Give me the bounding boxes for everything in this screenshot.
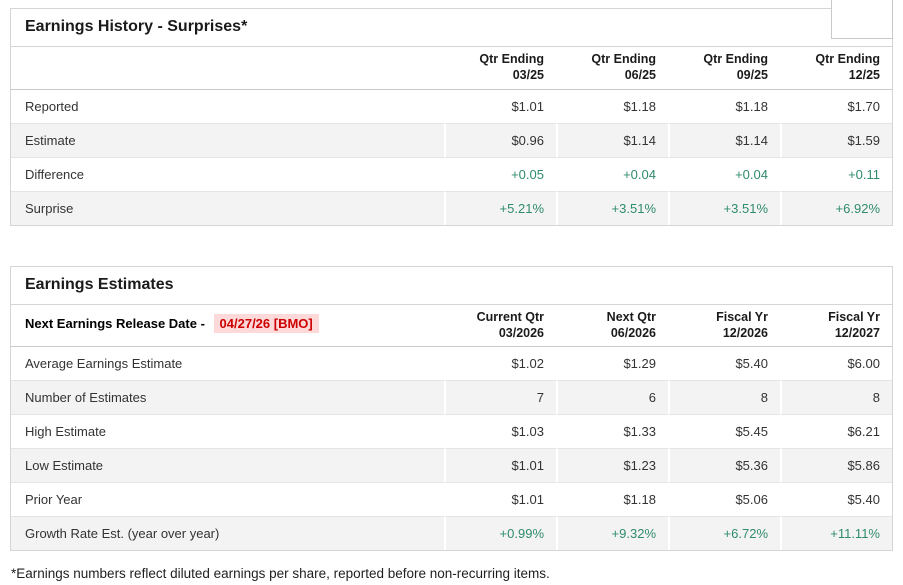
column-header-line1: Fiscal Yr	[828, 309, 880, 324]
cell-value: $6.00	[780, 347, 892, 380]
row-label: Average Earnings Estimate	[11, 347, 444, 380]
cell-value: $1.14	[556, 122, 668, 157]
cell-value: +3.51%	[556, 190, 668, 225]
earnings-estimates-title: Earnings Estimates	[11, 267, 892, 305]
release-date-badge: 04/27/26 [BMO]	[213, 314, 319, 334]
column-header-line2: 12/25	[848, 68, 880, 83]
cell-value: $1.18	[556, 482, 668, 516]
column-header-line1: Qtr Ending	[591, 52, 656, 66]
row-label: Prior Year	[11, 482, 444, 516]
row-label: High Estimate	[11, 414, 444, 448]
column-header: Qtr Ending 06/25	[556, 47, 668, 90]
cell-value: $1.01	[444, 89, 556, 123]
cell-value: $1.18	[668, 89, 780, 123]
cell-value: $5.45	[668, 414, 780, 448]
column-header-line2: 12/2026	[722, 325, 768, 340]
cell-value: $5.36	[668, 448, 780, 482]
row-label: Reported	[11, 89, 444, 123]
earnings-history-panel: Earnings History - Surprises* Qtr Ending…	[10, 8, 893, 226]
cell-value: 6	[556, 380, 668, 414]
table-row: Surprise +5.21% +3.51% +3.51% +6.92%	[11, 190, 892, 225]
row-label: Low Estimate	[11, 448, 444, 482]
column-header: Qtr Ending 09/25	[668, 47, 780, 90]
cell-value: $1.29	[556, 347, 668, 380]
cut-off-control[interactable]	[831, 0, 893, 39]
column-header-line1: Current Qtr	[476, 309, 544, 324]
column-header-line2: 09/25	[736, 68, 768, 83]
cell-value: $1.59	[780, 122, 892, 157]
column-header: Qtr Ending 03/25	[444, 47, 556, 90]
cell-value: $1.23	[556, 448, 668, 482]
column-header-line2: 06/2026	[610, 325, 656, 340]
cell-value: +6.92%	[780, 190, 892, 225]
table-row: Low Estimate $1.01 $1.23 $5.36 $5.86	[11, 448, 892, 482]
column-header: Fiscal Yr 12/2026	[668, 305, 780, 347]
column-header-line1: Qtr Ending	[479, 52, 544, 66]
column-header-line1: Next Qtr	[606, 309, 656, 324]
table-row: High Estimate $1.03 $1.33 $5.45 $6.21	[11, 414, 892, 448]
row-label: Estimate	[11, 122, 444, 157]
cell-value: $1.01	[444, 482, 556, 516]
column-header-line1: Qtr Ending	[703, 52, 768, 66]
cell-value: $0.96	[444, 122, 556, 157]
table-row: Average Earnings Estimate $1.02 $1.29 $5.40…	[11, 347, 892, 380]
column-header: Next Qtr 06/2026	[556, 305, 668, 347]
release-date-label: Next Earnings Release Date -	[25, 316, 209, 332]
column-header: Fiscal Yr 12/2027	[780, 305, 892, 347]
cell-value: +0.11	[780, 156, 892, 191]
cell-value: $5.06	[668, 482, 780, 516]
cell-value: 7	[444, 380, 556, 414]
earnings-estimates-header-row: Next Earnings Release Date - 04/27/26 [B…	[11, 305, 892, 347]
table-row: Growth Rate Est. (year over year) +0.99% +…	[11, 516, 892, 550]
cell-value: +0.04	[556, 156, 668, 191]
earnings-footnote: *Earnings numbers reflect diluted earnin…	[11, 566, 550, 581]
cell-value: $1.18	[556, 89, 668, 123]
cell-value: 8	[780, 380, 892, 414]
column-header: Qtr Ending 12/25	[780, 47, 892, 90]
column-header-line2: 03/25	[512, 68, 544, 83]
cell-value: $5.40	[668, 347, 780, 380]
header-spacer	[11, 47, 444, 90]
column-header: Current Qtr 03/2026	[444, 305, 556, 347]
cell-value: +3.51%	[668, 190, 780, 225]
cell-value: $6.21	[780, 414, 892, 448]
cell-value: $1.02	[444, 347, 556, 380]
table-row: Number of Estimates 7 6 8 8	[11, 380, 892, 414]
cell-value: +0.04	[668, 156, 780, 191]
cell-value: $5.86	[780, 448, 892, 482]
earnings-history-title: Earnings History - Surprises*	[11, 9, 892, 47]
cell-value: +0.99%	[444, 516, 556, 550]
next-earnings-release: Next Earnings Release Date - 04/27/26 [B…	[11, 305, 444, 347]
row-label: Number of Estimates	[11, 380, 444, 414]
cell-value: $1.03	[444, 414, 556, 448]
cell-value: +11.11%	[780, 516, 892, 550]
cell-value: $1.33	[556, 414, 668, 448]
table-row: Reported $1.01 $1.18 $1.18 $1.70	[11, 89, 892, 123]
table-row: Difference +0.05 +0.04 +0.04 +0.11	[11, 156, 892, 191]
cell-value: +9.32%	[556, 516, 668, 550]
table-row: Prior Year $1.01 $1.18 $5.06 $5.40	[11, 482, 892, 516]
row-label: Difference	[11, 156, 444, 191]
earnings-estimates-panel: Earnings Estimates Next Earnings Release…	[10, 265, 893, 551]
column-header-line1: Qtr Ending	[815, 52, 880, 66]
cell-value: +6.72%	[668, 516, 780, 550]
cell-value: +0.05	[444, 156, 556, 191]
column-header-line2: 12/2027	[834, 325, 880, 340]
cell-value: $1.01	[444, 448, 556, 482]
column-header-line2: 06/25	[624, 68, 656, 83]
cell-value: $1.70	[780, 89, 892, 123]
column-header-line2: 03/2026	[498, 325, 544, 340]
cell-value: +5.21%	[444, 190, 556, 225]
cell-value: 8	[668, 380, 780, 414]
earnings-history-table: Qtr Ending 03/25 Qtr Ending 06/25 Qtr Ending…	[11, 47, 892, 225]
cell-value: $1.14	[668, 122, 780, 157]
cell-value: $5.40	[780, 482, 892, 516]
table-row: Estimate $0.96 $1.14 $1.14 $1.59	[11, 122, 892, 157]
column-header-line1: Fiscal Yr	[716, 309, 768, 324]
earnings-estimates-table: Next Earnings Release Date - 04/27/26 [B…	[11, 305, 892, 550]
row-label: Surprise	[11, 190, 444, 225]
row-label: Growth Rate Est. (year over year)	[11, 516, 444, 550]
earnings-history-header-row: Qtr Ending 03/25 Qtr Ending 06/25 Qtr Ending…	[11, 47, 892, 90]
